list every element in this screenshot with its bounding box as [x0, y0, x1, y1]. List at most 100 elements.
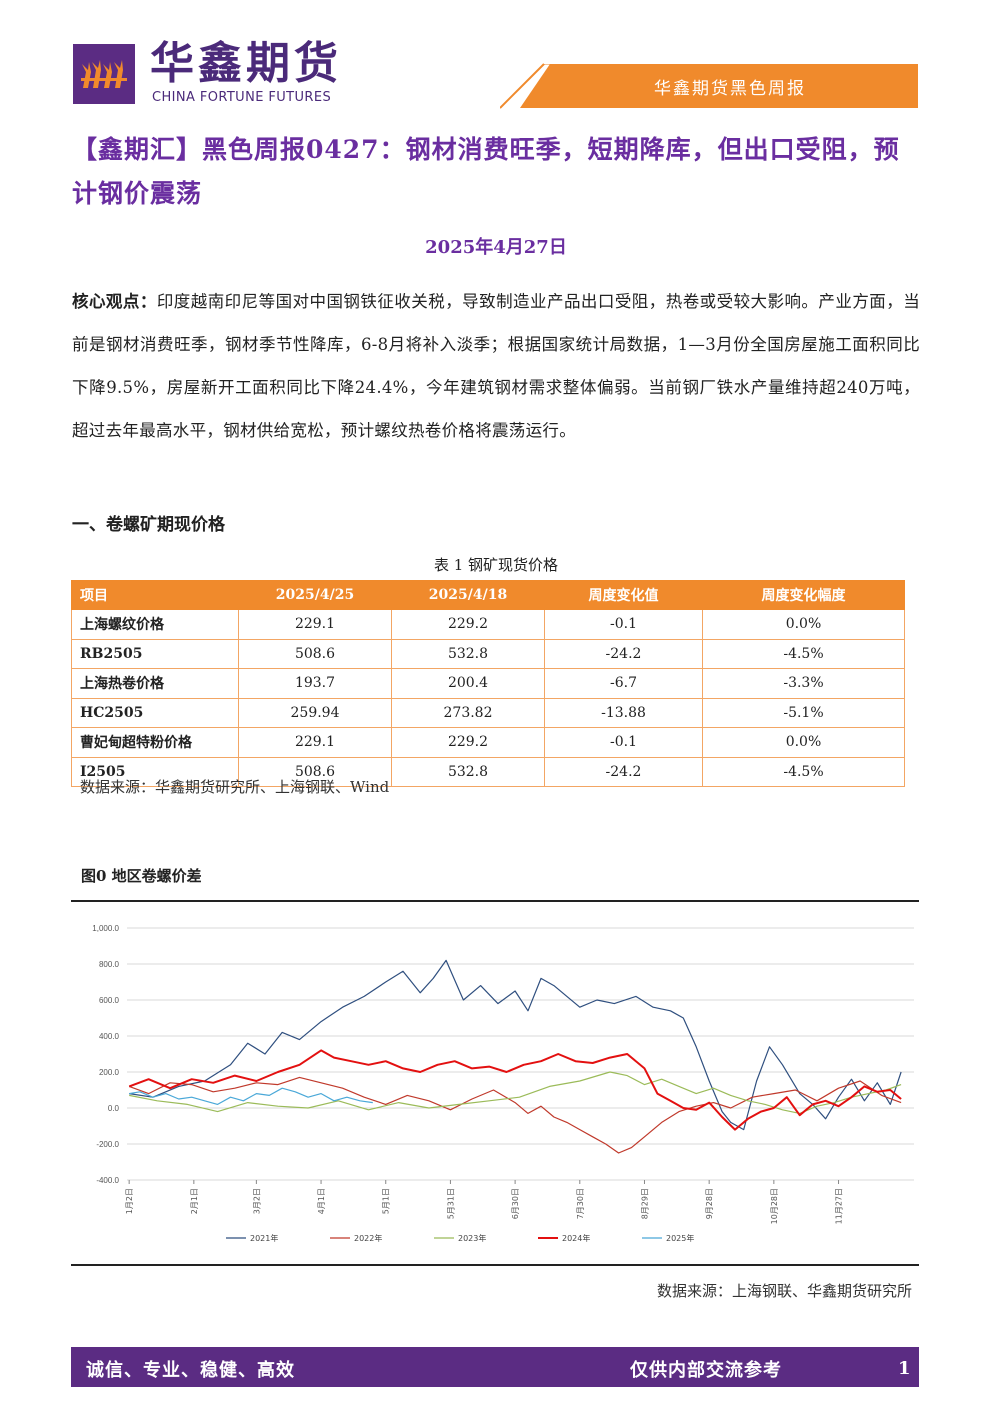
table-cell: -4.5% [702, 756, 905, 787]
table-header-row: 项目 2025/4/25 2025/4/18 周度变化值 周度变化幅度 [71, 580, 905, 610]
page-title: 【鑫期汇】黑色周报0427：钢材消费旺季，短期降库，但出口受阻，预计钢价震荡 [72, 135, 900, 208]
table-cell: -0.1 [544, 609, 703, 640]
table-cell: 508.6 [238, 638, 392, 669]
table-row: 曹妃甸超特粉价格 229.1 229.2 -0.1 0.0% [71, 727, 905, 758]
table-row: HC2505 259.94 273.82 -13.88 -5.1% [71, 697, 905, 728]
x-tick-label: 9月28日 [705, 1188, 714, 1219]
fortune-flames-logo-icon [81, 60, 127, 88]
series-line [129, 1071, 902, 1114]
table-cell: -24.2 [544, 638, 703, 669]
x-tick-label: 5月1日 [382, 1188, 391, 1214]
chart-top-rule [71, 900, 919, 902]
core-view-paragraph: 核心观点：印度越南印尼等国对中国钢铁征收关税，导致制造业产品出口受阻，热卷或受较… [72, 280, 920, 452]
footer-notice: 仅供内部交流参考 [630, 1360, 782, 1381]
brand-name-cn: 华鑫期货 [150, 38, 342, 89]
table-cell: -3.3% [702, 668, 905, 699]
series-line [128, 1049, 902, 1131]
legend-label: 2023年 [458, 1233, 486, 1243]
page-number: 1 [898, 1358, 911, 1379]
y-tick-label: -200.0 [96, 1140, 119, 1149]
y-tick-label: 600.0 [99, 996, 120, 1005]
table-cell: 193.7 [238, 668, 392, 699]
table-cell: 200.4 [391, 668, 545, 699]
table-cell: 508.6 [238, 756, 392, 787]
x-axis-ticks: 1月2日 2月1日 3月2日 4月1日 5月1日 5月31日 6月30日 7月30日 8月29日… [125, 1180, 844, 1224]
report-date: 2025年4月27日 [425, 237, 567, 258]
y-tick-label: 400.0 [99, 1032, 120, 1041]
spread-line-chart: 1,000.0 800.0 600.0 400.0 200.0 0.0 -200.0 -400… [92, 924, 914, 1243]
table-cell: -6.7 [544, 668, 703, 699]
table-row: 上海热卷价格 193.7 200.4 -6.7 -3.3% [71, 668, 905, 699]
table-row: RB2505 508.6 532.8 -24.2 -4.5% [71, 638, 905, 669]
table-cell: 上海螺纹价格 [71, 609, 239, 640]
x-tick-label: 10月28日 [770, 1188, 779, 1224]
legend-label: 2021年 [250, 1233, 278, 1243]
table-caption: 表 1 钢矿现货价格 [433, 556, 559, 574]
y-tick-label: -400.0 [96, 1176, 119, 1185]
table-cell: 532.8 [391, 756, 545, 787]
table-cell: 0.0% [702, 727, 905, 758]
x-tick-label: 7月30日 [576, 1188, 585, 1219]
header-band [520, 64, 918, 108]
column-header: 2025/4/25 [238, 580, 392, 610]
table-cell: -13.88 [544, 697, 703, 728]
series-line [129, 1087, 373, 1105]
table-cell: 229.1 [238, 727, 392, 758]
logo [73, 44, 135, 104]
legend-label: 2022年 [354, 1233, 382, 1243]
x-tick-label: 2月1日 [190, 1188, 199, 1214]
column-header: 2025/4/18 [391, 580, 545, 610]
core-view-label: 核心观点： [72, 292, 157, 311]
x-tick-label: 1月2日 [125, 1188, 134, 1214]
x-tick-label: 11月27日 [835, 1188, 844, 1224]
chart-bottom-rule [71, 1264, 919, 1266]
series-line [129, 959, 902, 1131]
series-line [128, 1076, 902, 1154]
y-tick-label: 0.0 [108, 1104, 120, 1113]
table-cell: -4.5% [702, 638, 905, 669]
chart-grid [127, 927, 914, 1181]
table-cell: -0.1 [544, 727, 703, 758]
footer-motto: 诚信、专业、稳健、高效 [86, 1360, 295, 1381]
column-header: 周度变化幅度 [702, 580, 905, 610]
y-tick-label: 200.0 [99, 1068, 120, 1077]
x-tick-label: 6月30日 [511, 1188, 520, 1219]
figure-source-note: 数据来源：上海钢联、华鑫期货研究所 [656, 1282, 912, 1300]
core-view-text: 印度越南印尼等国对中国钢铁征收关税，导致制造业产品出口受阻，热卷或受较大影响。产… [72, 292, 921, 440]
table-cell: RB2505 [71, 638, 239, 669]
table-row: 上海螺纹价格 229.1 229.2 -0.1 0.0% [71, 609, 905, 640]
y-tick-label: 800.0 [99, 960, 120, 969]
table-cell: 273.82 [391, 697, 545, 728]
table-cell: 上海热卷价格 [71, 668, 239, 699]
price-table: 项目 2025/4/25 2025/4/18 周度变化值 周度变化幅度 上海螺纹… [71, 580, 905, 787]
report-series-name: 华鑫期货黑色周报 [654, 79, 806, 99]
table-row: I2505 508.6 532.8 -24.2 -4.5% [71, 756, 905, 787]
column-header: 周度变化值 [544, 580, 703, 610]
table-cell: 229.1 [238, 609, 392, 640]
legend-label: 2025年 [666, 1233, 694, 1243]
chart-legend: 2021年 2022年 2023年 2024年 2025年 [226, 1233, 694, 1243]
x-tick-label: 4月1日 [317, 1188, 326, 1214]
table-source-note: 数据来源：华鑫期货研究所、上海钢联、Wind [80, 778, 390, 796]
x-tick-label: 3月2日 [252, 1188, 261, 1214]
y-tick-label: 1,000.0 [92, 924, 119, 933]
table-cell: -24.2 [544, 756, 703, 787]
header-band-accent [500, 63, 545, 109]
brand-name-en: CHINA FORTUNE FUTURES [152, 90, 332, 105]
chart-series [128, 959, 902, 1154]
y-axis-ticks: 1,000.0 800.0 600.0 400.0 200.0 0.0 -200.0 -400… [92, 924, 119, 1185]
footer-bar [71, 1347, 919, 1387]
table-cell: -5.1% [702, 697, 905, 728]
table-cell: 259.94 [238, 697, 392, 728]
table-cell: 532.8 [391, 638, 545, 669]
table-cell: 229.2 [391, 609, 545, 640]
table-cell: HC2505 [71, 697, 239, 728]
x-tick-label: 8月29日 [640, 1188, 649, 1219]
x-tick-label: 5月31日 [446, 1188, 455, 1219]
table-cell: 0.0% [702, 609, 905, 640]
figure-caption: 图0 地区卷螺价差 [81, 867, 202, 885]
table-cell: I2505 [71, 756, 239, 787]
section-heading: 一、卷螺矿期现价格 [72, 515, 225, 535]
legend-label: 2024年 [562, 1233, 590, 1243]
column-header: 项目 [71, 580, 239, 610]
